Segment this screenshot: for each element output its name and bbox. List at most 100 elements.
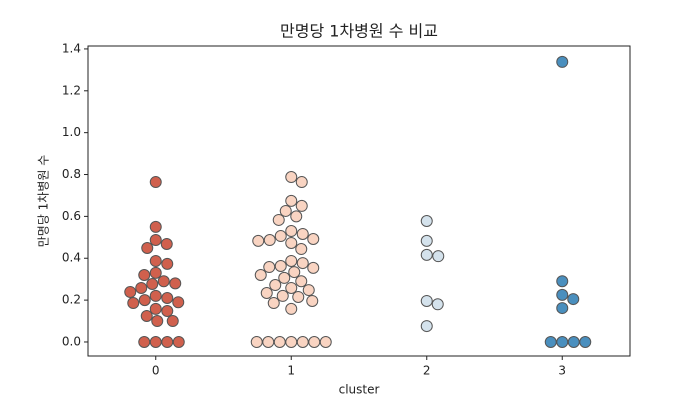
point [262,335,275,348]
point [432,250,445,263]
point [544,335,557,348]
point [567,335,580,348]
point [285,281,298,294]
x-axis-label: cluster [339,383,380,397]
point [263,234,276,247]
point [157,275,170,288]
point [263,261,276,274]
point [160,238,173,251]
x-tick-label: 0 [152,364,160,378]
y-tick-label: 1.0 [62,125,81,139]
point [288,266,301,279]
point [127,297,140,310]
point [296,257,309,270]
point [295,199,308,212]
point [307,261,320,274]
point [269,279,282,292]
point [290,210,303,223]
point [149,220,162,233]
y-tick-label: 1.4 [62,41,81,55]
point [295,243,308,256]
point [272,213,285,226]
point [276,289,289,302]
y-tick-label: 0.6 [62,209,81,223]
point [285,225,298,238]
plot-frame [87,45,631,357]
point [307,232,320,245]
point [151,315,164,328]
point [285,236,298,249]
y-tick-label: 0.4 [62,251,81,265]
point [161,292,174,305]
point [161,335,174,348]
point [267,297,280,310]
point [285,302,298,315]
point [260,286,273,299]
point [146,277,159,290]
y-tick-label: 1.2 [62,83,81,97]
point [285,254,298,267]
point [431,298,444,311]
point [306,294,319,307]
point [420,248,433,261]
point [296,335,309,348]
point [149,266,162,279]
y-axis-label: 만명당 1차병원 수 [37,155,51,248]
point [579,335,592,348]
point [166,315,179,328]
point [138,294,151,307]
point [556,55,569,68]
point [149,289,162,302]
point [169,277,182,290]
point [285,194,298,207]
point [308,335,321,348]
point [149,302,162,315]
point [274,230,287,243]
point [124,285,137,298]
point [149,335,162,348]
point [295,275,308,288]
point [295,176,308,189]
point [135,281,148,294]
point [556,275,569,288]
point [149,234,162,247]
x-tick-label: 1 [287,364,295,378]
y-tick-label: 0.8 [62,167,81,181]
point [296,227,309,240]
point [319,335,332,348]
point [172,296,185,309]
point [285,335,298,348]
y-tick-label: 0.0 [62,334,81,348]
point [567,293,580,306]
point [172,335,185,348]
point [252,234,265,247]
point [274,259,287,272]
point [292,290,305,303]
point [420,320,433,333]
point [556,302,569,315]
point [149,254,162,267]
point [420,294,433,307]
point [302,284,315,297]
y-tick-label: 0.2 [62,293,81,307]
point [250,335,263,348]
point [420,214,433,227]
point [556,288,569,301]
point [556,335,569,348]
point [149,176,162,189]
chart-title: 만명당 1차병원 수 비교 [280,22,438,41]
point [138,268,151,281]
point [140,310,153,323]
point [285,171,298,184]
point [141,241,154,254]
point [278,271,291,284]
point [279,204,292,217]
x-tick-label: 3 [558,364,566,378]
point [161,257,174,270]
x-tick-label: 2 [423,364,431,378]
point [254,268,267,281]
point [138,335,151,348]
point [161,304,174,317]
point [420,234,433,247]
